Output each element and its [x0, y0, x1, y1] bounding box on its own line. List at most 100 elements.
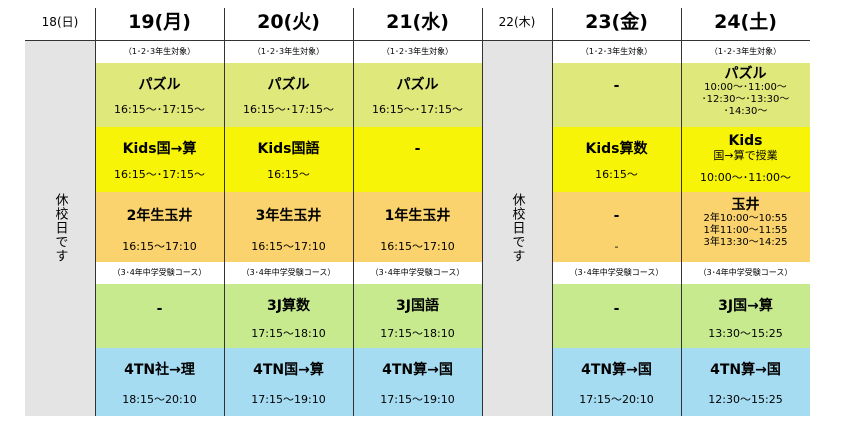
note-target-21: （1･2･3年生対象）: [381, 47, 454, 56]
tn4-time-24: 12:30～15:25: [708, 393, 783, 406]
header-monday-19: 19(月): [128, 11, 191, 33]
tn4-title-24: 4TN算→国: [710, 362, 781, 378]
tamai-line2-24: 1年11:00～11:55: [703, 225, 788, 236]
note-target-20: （1･2･3年生対象）: [252, 47, 325, 56]
puzzle-time-21: 16:15～･17:15～: [372, 103, 463, 116]
column-divider-4: [482, 8, 483, 416]
puzzle-title-24: パズル: [724, 66, 767, 82]
tamai-title-20: 3年生玉井: [255, 208, 322, 224]
kids-cell-23: Kids算数 16:15～: [552, 127, 681, 192]
puzzle-time-20: 16:15～･17:15～: [243, 103, 334, 116]
puzzle-time-19: 16:15～･17:15～: [114, 103, 205, 116]
j3-time-24: 13:30～15:25: [708, 327, 783, 340]
header-sunday-18: 18(日): [41, 15, 79, 29]
kids-title-21: -: [414, 141, 421, 157]
puzzle-title-19: パズル: [138, 77, 181, 93]
column-divider-5: [552, 8, 553, 416]
tn4-title-19: 4TN社→理: [124, 362, 195, 378]
j3-cell-19: -: [95, 284, 224, 348]
header-divider-line: [25, 40, 810, 41]
kids-title-23: Kids算数: [585, 141, 648, 157]
puzzle-cell-23: -: [552, 63, 681, 127]
puzzle-line2-24: ･12:30～･13:30～: [701, 94, 790, 105]
tamai-time-19: 16:15～17:10: [122, 240, 197, 253]
tamai-line3-24: 3年13:30～14:25: [703, 237, 788, 248]
j3-cell-23: -: [552, 284, 681, 348]
j3-cell-24: 3J国→算 13:30～15:25: [681, 284, 810, 348]
closed-label-18: 休校日です: [52, 193, 68, 263]
tamai-dash-23: -: [614, 240, 619, 253]
puzzle-cell-19: パズル 16:15～･17:15～: [95, 63, 224, 127]
j3-time-21: 17:15～18:10: [380, 327, 455, 340]
puzzle-cell-21: パズル 16:15～･17:15～: [353, 63, 482, 127]
column-divider-3: [353, 8, 354, 416]
kids-title-19: Kids国→算: [122, 141, 197, 157]
tamai-time-21: 16:15～17:10: [380, 240, 455, 253]
tamai-time-20: 16:15～17:10: [251, 240, 326, 253]
tamai-cell-20: 3年生玉井 16:15～17:10: [224, 192, 353, 262]
tamai-cell-23: - -: [552, 192, 681, 262]
tn4-cell-19: 4TN社→理 18:15～20:10: [95, 348, 224, 416]
column-divider-2: [224, 8, 225, 416]
j3-title-21: 3J国語: [396, 298, 439, 314]
j3-cell-20: 3J算数 17:15～18:10: [224, 284, 353, 348]
j3-title-19: -: [156, 301, 163, 317]
tn4-title-23: 4TN算→国: [581, 362, 652, 378]
tamai-cell-19: 2年生玉井 16:15～17:10: [95, 192, 224, 262]
tn4-cell-20: 4TN国→算 17:15～19:10: [224, 348, 353, 416]
header-tuesday-20: 20(火): [257, 11, 320, 33]
closed-label-22: 休校日です: [509, 193, 525, 263]
tamai-title-24: 玉井: [731, 197, 760, 213]
tn4-cell-23: 4TN算→国 17:15～20:10: [552, 348, 681, 416]
kids-time-20: 16:15～: [267, 168, 310, 181]
tn4-title-21: 4TN算→国: [382, 362, 453, 378]
closed-column-22: 休校日です: [482, 40, 552, 416]
note-course-19: （3･4年中学受験コース）: [112, 268, 207, 277]
j3-title-23: -: [613, 301, 620, 317]
note-target-24: （1･2･3年生対象）: [709, 47, 782, 56]
tn4-time-20: 17:15～19:10: [251, 393, 326, 406]
kids-title-20: Kids国語: [257, 141, 320, 157]
note-course-24: （3･4年中学受験コース）: [698, 268, 793, 277]
column-divider-6: [681, 8, 682, 416]
tn4-title-20: 4TN国→算: [253, 362, 324, 378]
tn4-time-23: 17:15～20:10: [579, 393, 654, 406]
note-target-19: （1･2･3年生対象）: [123, 47, 196, 56]
puzzle-cell-24: パズル 10:00～･11:00～ ･12:30～･13:30～ ･14:30～: [681, 63, 810, 127]
puzzle-cell-20: パズル 16:15～･17:15～: [224, 63, 353, 127]
tn4-cell-24: 4TN算→国 12:30～15:25: [681, 348, 810, 416]
kids-sub-24: 国→算で授業: [713, 149, 778, 162]
closed-column-18: 休校日です: [25, 40, 95, 416]
j3-cell-21: 3J国語 17:15～18:10: [353, 284, 482, 348]
note-target-23: （1･2･3年生対象）: [580, 47, 653, 56]
kids-time-23: 16:15～: [595, 168, 638, 181]
j3-title-20: 3J算数: [267, 298, 310, 314]
note-course-21: （3･4年中学受験コース）: [370, 268, 465, 277]
tn4-cell-21: 4TN算→国 17:15～19:10: [353, 348, 482, 416]
puzzle-title-23: -: [613, 78, 620, 94]
note-course-20: （3･4年中学受験コース）: [241, 268, 336, 277]
kids-time-19: 16:15～･17:15～: [114, 168, 205, 181]
kids-cell-20: Kids国語 16:15～: [224, 127, 353, 192]
puzzle-title-20: パズル: [267, 77, 310, 93]
column-divider-1: [95, 8, 96, 416]
header-thursday-22: 22(木): [498, 15, 536, 29]
note-course-23: （3･4年中学受験コース）: [569, 268, 664, 277]
puzzle-title-21: パズル: [396, 77, 439, 93]
kids-cell-21: -: [353, 127, 482, 192]
kids-title-24: Kids: [728, 133, 763, 149]
tamai-title-21: 1年生玉井: [384, 208, 451, 224]
kids-time-24: 10:00～･11:00～: [700, 171, 791, 184]
tamai-cell-21: 1年生玉井 16:15～17:10: [353, 192, 482, 262]
j3-title-24: 3J国→算: [718, 298, 773, 314]
tn4-time-19: 18:15～20:10: [122, 393, 197, 406]
tamai-cell-24: 玉井 2年10:00～10:55 1年11:00～11:55 3年13:30～1…: [681, 192, 810, 262]
puzzle-line1-24: 10:00～･11:00～: [704, 82, 787, 93]
header-friday-23: 23(金): [585, 11, 648, 33]
header-wednesday-21: 21(水): [386, 11, 449, 33]
j3-time-20: 17:15～18:10: [251, 327, 326, 340]
header-saturday-24: 24(土): [714, 11, 777, 33]
tamai-line1-24: 2年10:00～10:55: [703, 213, 788, 224]
puzzle-line3-24: ･14:30～: [723, 106, 768, 117]
tamai-title-23: -: [613, 208, 620, 224]
